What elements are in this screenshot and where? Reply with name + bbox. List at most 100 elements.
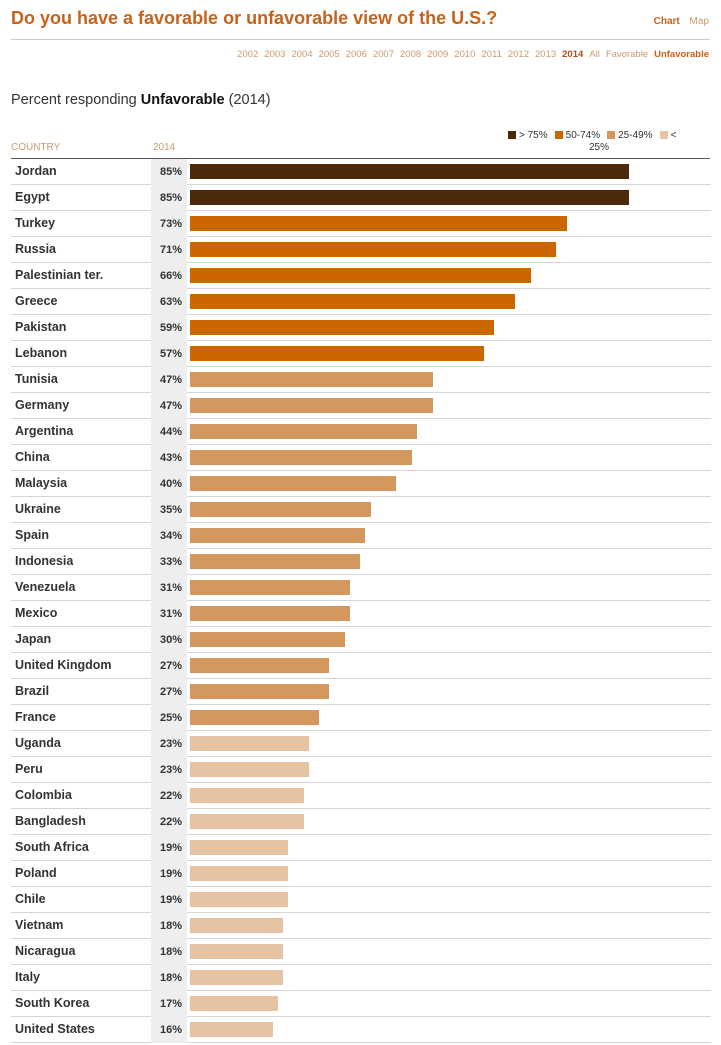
country-label: Brazil <box>15 684 50 698</box>
mode-favorable[interactable]: Favorable <box>605 49 649 60</box>
table-row[interactable]: Egypt 85% <box>11 185 711 211</box>
bar[interactable] <box>190 346 485 361</box>
chart-rows: Jordan 85% Egypt 85% Turkey 73% Russia 71% Pales… <box>11 159 711 1043</box>
bar[interactable] <box>190 398 433 413</box>
bar[interactable] <box>190 918 283 933</box>
table-row[interactable]: Chile 19% <box>11 887 711 913</box>
table-row[interactable]: Poland 19% <box>11 861 711 887</box>
year-2009[interactable]: 2009 <box>427 49 449 60</box>
year-2014[interactable]: 2014 <box>562 49 584 60</box>
chart-view-link[interactable]: Chart <box>653 16 680 27</box>
table-row[interactable]: Palestinian ter. 66% <box>11 263 711 289</box>
year-2011[interactable]: 2011 <box>481 49 502 60</box>
table-row[interactable]: Uganda 23% <box>11 731 711 757</box>
bar[interactable] <box>190 528 366 543</box>
bar[interactable] <box>190 632 345 647</box>
year-2010[interactable]: 2010 <box>454 49 476 60</box>
bar[interactable] <box>190 242 557 257</box>
map-view-link[interactable]: Map <box>689 16 709 27</box>
bar[interactable] <box>190 710 319 725</box>
bar[interactable] <box>190 372 433 387</box>
bar[interactable] <box>190 788 304 803</box>
bar[interactable] <box>190 762 309 777</box>
bar[interactable] <box>190 606 350 621</box>
year-2005[interactable]: 2005 <box>318 49 340 60</box>
bar[interactable] <box>190 450 412 465</box>
table-row[interactable]: Japan 30% <box>11 627 711 653</box>
bar[interactable] <box>190 814 304 829</box>
table-row[interactable]: Peru 23% <box>11 757 711 783</box>
table-row[interactable]: Venezuela 31% <box>11 575 711 601</box>
year-2003[interactable]: 2003 <box>264 49 286 60</box>
table-row[interactable]: South Africa 19% <box>11 835 711 861</box>
bar[interactable] <box>190 658 330 673</box>
bar[interactable] <box>190 866 289 881</box>
table-row[interactable]: Jordan 85% <box>11 159 711 185</box>
legend-label: 25-49% <box>618 130 653 141</box>
value-label: 16% <box>151 1017 187 1043</box>
table-row[interactable]: Argentina 44% <box>11 419 711 445</box>
bar[interactable] <box>190 580 350 595</box>
country-label: Peru <box>15 762 43 776</box>
bar[interactable] <box>190 684 330 699</box>
table-row[interactable]: Turkey 73% <box>11 211 711 237</box>
country-label: Germany <box>15 398 70 412</box>
year-2006[interactable]: 2006 <box>345 49 367 60</box>
table-row[interactable]: Ukraine 35% <box>11 497 711 523</box>
bar[interactable] <box>190 164 629 179</box>
year-2008[interactable]: 2008 <box>400 49 422 60</box>
table-row[interactable]: France 25% <box>11 705 711 731</box>
bar[interactable] <box>190 554 361 569</box>
value-label: 18% <box>151 913 187 939</box>
legend-item: < <box>659 130 676 142</box>
bar[interactable] <box>190 320 495 335</box>
table-row[interactable]: Tunisia 47% <box>11 367 711 393</box>
year-column-header[interactable]: 2014 <box>153 142 176 153</box>
year-2012[interactable]: 2012 <box>507 49 529 60</box>
bar[interactable] <box>190 294 516 309</box>
country-label: Mexico <box>15 606 58 620</box>
mode-all[interactable]: All <box>589 49 600 60</box>
table-row[interactable]: Germany 47% <box>11 393 711 419</box>
table-row[interactable]: Malaysia 40% <box>11 471 711 497</box>
bar[interactable] <box>190 996 278 1011</box>
table-row[interactable]: Lebanon 57% <box>11 341 711 367</box>
bar[interactable] <box>190 944 283 959</box>
table-row[interactable]: Russia 71% <box>11 237 711 263</box>
value-label: 22% <box>151 809 187 835</box>
value-label: 33% <box>151 549 187 575</box>
table-row[interactable]: South Korea 17% <box>11 991 711 1017</box>
table-row[interactable]: Brazil 27% <box>11 679 711 705</box>
table-row[interactable]: United Kingdom 27% <box>11 653 711 679</box>
bar[interactable] <box>190 840 289 855</box>
table-row[interactable]: Italy 18% <box>11 965 711 991</box>
table-row[interactable]: Indonesia 33% <box>11 549 711 575</box>
table-row[interactable]: Bangladesh 22% <box>11 809 711 835</box>
bar[interactable] <box>190 424 418 439</box>
year-2013[interactable]: 2013 <box>535 49 557 60</box>
bar[interactable] <box>190 216 567 231</box>
table-row[interactable]: China 43% <box>11 445 711 471</box>
bar[interactable] <box>190 970 283 985</box>
table-row[interactable]: Mexico 31% <box>11 601 711 627</box>
bar[interactable] <box>190 190 629 205</box>
table-row[interactable]: United States 16% <box>11 1017 711 1043</box>
mode-unfavorable[interactable]: Unfavorable <box>654 49 709 60</box>
table-row[interactable]: Vietnam 18% <box>11 913 711 939</box>
year-2004[interactable]: 2004 <box>291 49 313 60</box>
legend-swatch <box>554 131 563 139</box>
bar[interactable] <box>190 892 289 907</box>
bar[interactable] <box>190 502 371 517</box>
bar[interactable] <box>190 736 309 751</box>
bar[interactable] <box>190 1022 273 1037</box>
table-row[interactable]: Greece 63% <box>11 289 711 315</box>
bar[interactable] <box>190 268 531 283</box>
table-row[interactable]: Pakistan 59% <box>11 315 711 341</box>
table-row[interactable]: Colombia 22% <box>11 783 711 809</box>
bar[interactable] <box>190 476 397 491</box>
year-2002[interactable]: 2002 <box>237 49 259 60</box>
year-2007[interactable]: 2007 <box>372 49 394 60</box>
country-column-header[interactable]: COUNTRY <box>11 142 61 153</box>
table-row[interactable]: Spain 34% <box>11 523 711 549</box>
table-row[interactable]: Nicaragua 18% <box>11 939 711 965</box>
